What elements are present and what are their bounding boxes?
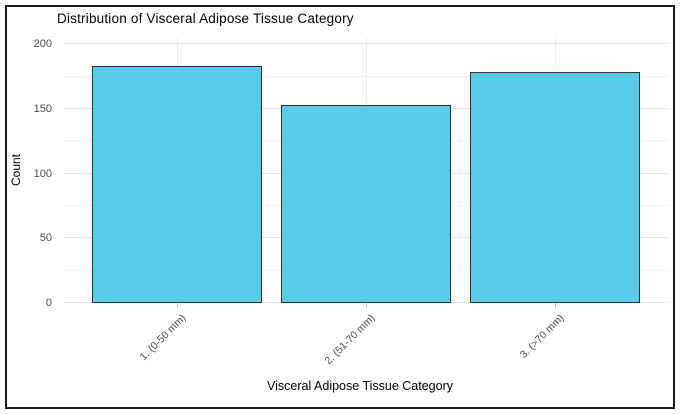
y-tick-label: 0 xyxy=(45,297,52,309)
chart-title: Distribution of Visceral Adipose Tissue … xyxy=(57,11,354,26)
x-tick-mark xyxy=(177,303,179,308)
y-tick-label: 150 xyxy=(33,103,52,116)
x-tick-label: 1. (0-50 mm) xyxy=(137,312,189,363)
x-tick-label: 3. (>70 mm) xyxy=(517,312,567,361)
y-tick-label: 200 xyxy=(33,38,52,51)
x-tick-mark xyxy=(366,303,367,308)
plot-panel xyxy=(64,38,668,303)
bar-3. (>70 mm) xyxy=(469,71,640,303)
x-tick-mark xyxy=(554,303,556,308)
y-tick-label: 50 xyxy=(39,232,52,245)
x-tick-label: 2. (51-70 mm) xyxy=(322,312,378,368)
y-tick-label: 100 xyxy=(33,167,52,180)
bar-2. (51-70 mm) xyxy=(281,105,451,303)
bar-1. (0-50 mm) xyxy=(92,66,263,303)
x-axis-title: Visceral Adipose Tissue Category xyxy=(267,379,453,393)
y-axis-title: Count xyxy=(9,153,23,187)
